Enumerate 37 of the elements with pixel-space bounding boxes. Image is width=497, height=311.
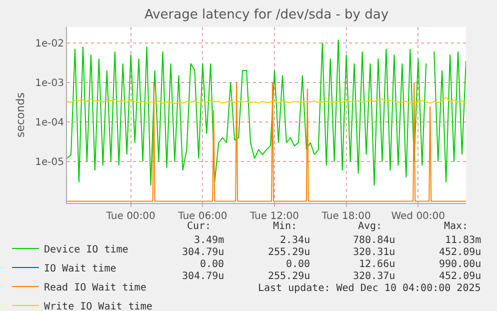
- y-tick-label: 1e-05: [35, 157, 64, 168]
- text: 255.29u: [268, 247, 310, 258]
- text: Min:: [273, 221, 298, 232]
- text: 0.00: [200, 259, 224, 270]
- y-tick-label: 1e-03: [35, 78, 64, 89]
- chart-title: Average latency for /dev/sda - by day: [144, 8, 389, 23]
- text: Cur:: [187, 221, 212, 232]
- text: 0.00: [286, 259, 310, 270]
- text: 2.34u: [280, 235, 310, 246]
- y-axis-title: seconds: [14, 92, 27, 138]
- text: Avg:: [358, 221, 382, 232]
- text: 990.00u: [439, 259, 482, 270]
- y-tick-label: 1e-02: [35, 38, 64, 50]
- text: Max:: [444, 221, 468, 232]
- x-tick-label: Wed 00:00: [391, 211, 446, 222]
- text: 255.29u: [268, 271, 310, 282]
- x-tick-label: Tue 00:00: [105, 211, 156, 222]
- x-tick-label: Tue 18:00: [320, 211, 371, 222]
- text: 304.79u: [182, 271, 224, 282]
- legend-label: Read IO Wait time: [44, 282, 146, 294]
- text: 452.09u: [439, 271, 482, 282]
- text: 320.37u: [353, 271, 396, 282]
- legend-label: Write IO Wait time: [44, 301, 152, 311]
- x-tick-label: Tue 12:00: [248, 211, 300, 222]
- text: 452.09u: [439, 247, 482, 258]
- line-series: [67, 96, 466, 104]
- text: 3.49m: [194, 235, 224, 246]
- y-tick-label: 1e-04: [35, 117, 64, 128]
- text: 780.84u: [353, 235, 396, 246]
- text: 320.31u: [353, 247, 396, 258]
- text: 12.66u: [359, 259, 396, 270]
- legend-label: IO Wait time: [44, 263, 116, 274]
- text: 304.79u: [182, 247, 224, 258]
- text: Last update: Wed Dec 10 04:00:00 2025: [258, 283, 481, 294]
- x-tick-label: Tue 06:00: [177, 211, 228, 222]
- legend-label: Device IO time: [44, 244, 128, 256]
- text: 11.83m: [445, 235, 482, 246]
